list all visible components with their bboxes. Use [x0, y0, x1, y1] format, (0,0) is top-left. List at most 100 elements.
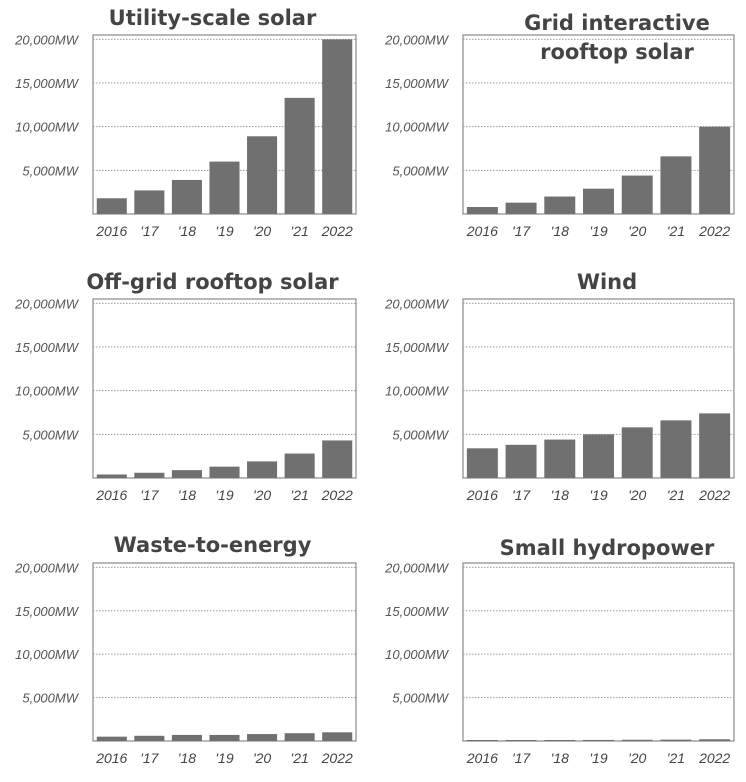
x-tick-label: 2022	[698, 223, 730, 239]
bar-4	[247, 461, 278, 478]
x-tick-label: '20	[253, 223, 271, 239]
x-tick-label: 2022	[321, 487, 353, 503]
plot-frame	[92, 562, 357, 742]
x-tick-label: '21	[667, 487, 685, 503]
bar-2	[544, 439, 576, 478]
x-tick-label: '20	[253, 487, 271, 503]
bar-0	[96, 474, 127, 478]
bar-4	[247, 734, 278, 741]
y-tick-label: 10,000MW	[15, 120, 80, 135]
x-tick-label: '18	[551, 750, 569, 766]
x-tick-label: 2022	[321, 750, 353, 766]
bar-1	[505, 202, 537, 214]
x-tick-label: 2022	[321, 223, 353, 239]
y-tick-label: 5,000MW	[22, 163, 79, 178]
x-tick-label: '17	[512, 750, 531, 766]
bar-0	[96, 736, 127, 741]
y-tick-label: 5,000MW	[22, 691, 79, 706]
chart-panel-small-hydropower: Small hydropower 20,000MW 15,000MW 10,000M…	[373, 528, 746, 782]
bar-6	[322, 39, 353, 215]
chart-svg: 20,000MW 15,000MW 10,000MW 5,000MW 2016 '17 '1…	[14, 296, 357, 503]
chart-panel-grid-interactive-rooftop-solar: Grid interactive rooftop solar 20,000MW 1…	[373, 0, 746, 260]
chart-panel-off-grid-rooftop-solar: Off-grid rooftop solar 20,000MW 15,000MW 1…	[0, 264, 370, 524]
x-tick-label: '20	[628, 223, 646, 239]
x-tick-label: '17	[140, 750, 159, 766]
y-tick-label: 5,000MW	[392, 163, 449, 178]
chart-svg: 20,000MW 15,000MW 10,000MW 5,000MW 2016 '17 '1…	[384, 560, 735, 766]
chart-panel-utility-scale-solar: Utility-scale solar 20,000MW 15,000MW 10,0…	[0, 0, 370, 260]
bar-5	[284, 97, 315, 214]
bar-5	[660, 156, 692, 214]
bar-6	[699, 126, 731, 214]
bar-3	[583, 434, 614, 478]
y-tick-label: 5,000MW	[392, 427, 449, 442]
chart-svg: 20,000MW 15,000MW 10,000MW 5,000MW 2016 '17 '1…	[14, 32, 357, 239]
y-tick-label: 20,000MW	[14, 560, 80, 575]
x-tick-label: 2016	[466, 487, 498, 503]
bar-1	[505, 740, 537, 741]
bar-4	[247, 136, 278, 214]
bar-3	[583, 188, 614, 214]
chart-svg: 20,000MW 15,000MW 10,000MW 5,000MW 2016 '17 '1…	[14, 560, 357, 766]
bar-0	[466, 740, 498, 741]
x-tick-label: '19	[215, 487, 233, 503]
y-tick-label: 20,000MW	[384, 560, 450, 575]
chart-title: Off-grid rooftop solar	[86, 270, 339, 294]
x-tick-label: 2016	[466, 750, 498, 766]
y-tick-label: 15,000MW	[385, 340, 450, 355]
bar-1	[505, 444, 537, 478]
bar-5	[284, 453, 315, 478]
x-tick-label: '17	[140, 223, 159, 239]
x-tick-label: '18	[551, 223, 569, 239]
x-tick-label: '19	[589, 487, 607, 503]
chart-title: Wind	[576, 270, 638, 294]
x-tick-label: '19	[589, 750, 607, 766]
chart-title: Small hydropower	[499, 536, 715, 560]
y-tick-label: 20,000MW	[14, 32, 80, 47]
bar-3	[583, 739, 614, 741]
y-tick-label: 10,000MW	[385, 647, 450, 662]
x-tick-label: 2022	[698, 487, 730, 503]
bar-5	[284, 733, 315, 741]
bar-0	[96, 198, 127, 214]
chart-title: Waste-to-energy	[113, 533, 312, 557]
y-tick-label: 15,000MW	[15, 76, 80, 91]
x-tick-label: 2016	[95, 750, 127, 766]
bar-2	[171, 734, 202, 741]
y-tick-label: 15,000MW	[15, 604, 80, 619]
chart-svg: 20,000MW 15,000MW 10,000MW 5,000MW 2016 '17 '1…	[384, 296, 735, 503]
y-tick-label: 10,000MW	[385, 384, 450, 399]
x-tick-label: '17	[512, 487, 531, 503]
bar-4	[621, 175, 653, 214]
plot-frame	[92, 298, 357, 479]
bar-1	[134, 190, 165, 214]
y-tick-label: 20,000MW	[384, 32, 450, 47]
x-tick-label: '19	[215, 750, 233, 766]
y-tick-label: 5,000MW	[392, 691, 449, 706]
y-tick-label: 20,000MW	[14, 296, 80, 311]
bar-0	[466, 448, 498, 478]
chart-panel-waste-to-energy: Waste-to-energy 20,000MW 15,000MW 10,000MW…	[0, 528, 370, 782]
x-tick-label: 2016	[95, 223, 127, 239]
bar-3	[209, 161, 240, 214]
x-tick-label: '17	[140, 487, 159, 503]
x-tick-label: '18	[178, 223, 196, 239]
bar-5	[660, 420, 692, 478]
x-tick-label: '18	[178, 487, 196, 503]
x-tick-label: '20	[253, 750, 271, 766]
y-tick-label: 10,000MW	[385, 120, 450, 135]
y-tick-label: 15,000MW	[15, 340, 80, 355]
x-tick-label: '21	[667, 223, 685, 239]
x-tick-label: '21	[291, 487, 309, 503]
bar-6	[699, 413, 731, 478]
y-tick-label: 15,000MW	[385, 76, 450, 91]
bar-4	[621, 427, 653, 478]
x-tick-label: '19	[589, 223, 607, 239]
bar-5	[660, 739, 692, 741]
bar-3	[209, 734, 240, 741]
bar-0	[466, 207, 498, 214]
chart-panel-wind: Wind 20,000MW 15,000MW 10,000MW 5,000MW 2016…	[373, 264, 746, 524]
bar-6	[699, 739, 731, 741]
x-tick-label: '17	[512, 223, 531, 239]
y-tick-label: 15,000MW	[385, 604, 450, 619]
